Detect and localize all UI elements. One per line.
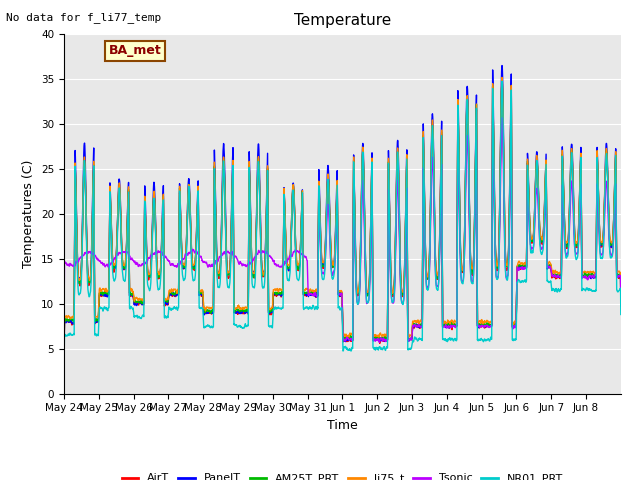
AM25T_PRT (510, 321, 518, 326)
PanelT (236, 310, 244, 315)
li75_t (498, 74, 506, 80)
li75_t (60, 352, 68, 358)
PanelT (510, 323, 518, 328)
Tsonic (511, 323, 518, 329)
AirT (60, 355, 68, 360)
Tsonic (60, 324, 68, 330)
AM25T_PRT (609, 234, 617, 240)
Title: Temperature: Temperature (294, 13, 391, 28)
Tsonic (236, 260, 244, 265)
NR01_PRT (609, 245, 617, 251)
PanelT (376, 338, 383, 344)
AirT (609, 236, 617, 241)
AM25T_PRT (617, 303, 625, 309)
AM25T_PRT (116, 186, 124, 192)
AirT (116, 189, 124, 195)
NR01_PRT (60, 361, 68, 367)
li75_t (376, 331, 383, 336)
Tsonic (499, 115, 506, 120)
Text: BA_met: BA_met (109, 44, 161, 58)
Tsonic (376, 337, 384, 343)
Y-axis label: Temperatures (C): Temperatures (C) (22, 159, 35, 268)
NR01_PRT (376, 344, 383, 350)
PanelT (499, 63, 506, 69)
AM25T_PRT (499, 76, 506, 82)
Line: AirT: AirT (64, 82, 621, 358)
Line: PanelT: PanelT (64, 66, 621, 357)
Tsonic (617, 302, 625, 308)
li75_t (236, 306, 244, 312)
Line: AM25T_PRT: AM25T_PRT (64, 79, 621, 357)
NR01_PRT (499, 78, 506, 84)
Tsonic (542, 192, 550, 198)
li75_t (609, 231, 617, 237)
NR01_PRT (542, 174, 550, 180)
AM25T_PRT (376, 335, 383, 341)
NR01_PRT (510, 336, 518, 342)
li75_t (617, 300, 625, 305)
Tsonic (376, 339, 383, 345)
PanelT (60, 354, 68, 360)
PanelT (116, 178, 124, 184)
li75_t (542, 168, 550, 173)
AirT (542, 173, 550, 179)
AM25T_PRT (236, 308, 244, 314)
Line: li75_t: li75_t (64, 77, 621, 355)
Line: NR01_PRT: NR01_PRT (64, 81, 621, 364)
NR01_PRT (116, 188, 124, 193)
AirT (376, 340, 383, 346)
NR01_PRT (617, 312, 625, 317)
Tsonic (609, 242, 617, 248)
li75_t (116, 182, 124, 188)
NR01_PRT (236, 323, 244, 328)
X-axis label: Time: Time (327, 419, 358, 432)
li75_t (510, 320, 518, 326)
AirT (510, 323, 518, 329)
PanelT (617, 303, 625, 309)
AM25T_PRT (60, 354, 68, 360)
PanelT (609, 232, 617, 238)
AirT (499, 79, 506, 85)
PanelT (542, 164, 550, 170)
Line: Tsonic: Tsonic (64, 118, 621, 342)
AirT (236, 309, 244, 315)
Tsonic (116, 251, 124, 256)
AirT (617, 301, 625, 307)
Legend: AirT, PanelT, AM25T_PRT, li75_t, Tsonic, NR01_PRT: AirT, PanelT, AM25T_PRT, li75_t, Tsonic,… (117, 469, 568, 480)
AM25T_PRT (542, 169, 550, 175)
Text: No data for f_li77_temp: No data for f_li77_temp (6, 12, 162, 23)
